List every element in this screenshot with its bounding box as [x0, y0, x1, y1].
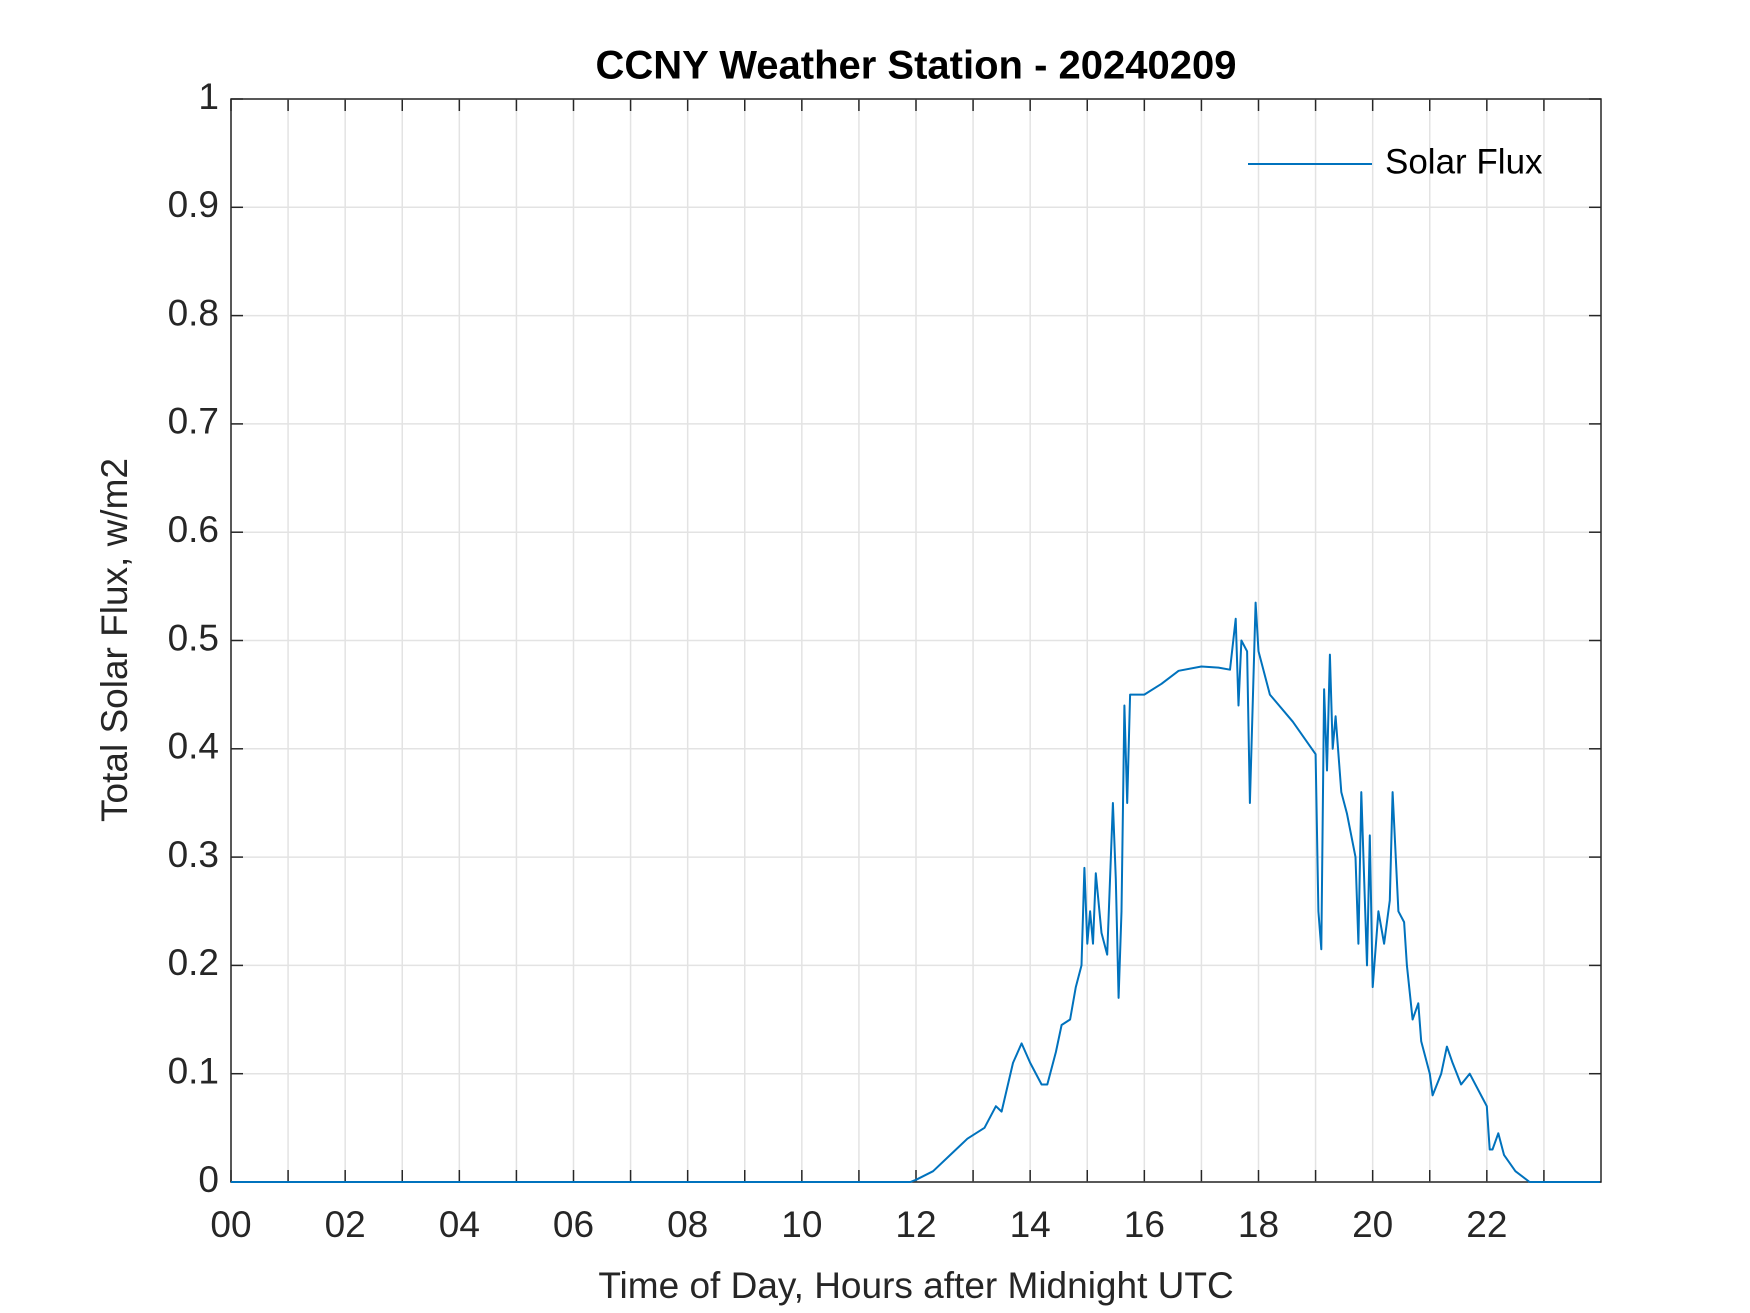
x-tick-label: 12	[895, 1204, 936, 1245]
x-tick-label: 14	[1010, 1204, 1051, 1245]
x-tick-label: 16	[1124, 1204, 1165, 1245]
plot-frame	[230, 98, 1602, 1183]
y-tick-label: 0.2	[168, 942, 219, 983]
y-tick-label: 0	[198, 1159, 219, 1200]
y-tick-label: 0.5	[168, 617, 219, 658]
y-tick-label: 0.9	[168, 184, 219, 225]
chart-title: CCNY Weather Station - 20240209	[596, 44, 1237, 88]
y-tick-label: 0.3	[168, 834, 219, 875]
data-line	[231, 601, 1600, 1183]
x-tick-label: 06	[553, 1204, 594, 1245]
x-tick-label: 20	[1352, 1204, 1393, 1245]
y-tick-label: 0.4	[168, 726, 219, 767]
x-tick-label: 22	[1466, 1204, 1507, 1245]
y-axis-label: Total Solar Flux, w/m2	[94, 458, 135, 822]
y-tick-label: 0.6	[168, 509, 219, 550]
x-tick-label: 00	[210, 1204, 251, 1245]
legend-label: Solar Flux	[1385, 142, 1543, 181]
x-tick-label: 18	[1238, 1204, 1279, 1245]
y-tick-label: 0.7	[168, 401, 219, 442]
x-axis-label: Time of Day, Hours after Midnight UTC	[598, 1265, 1233, 1306]
x-tick-label: 10	[781, 1204, 822, 1245]
y-tick-label: 0.1	[168, 1050, 219, 1091]
y-tick-label: 1	[198, 76, 219, 117]
x-tick-label: 08	[667, 1204, 708, 1245]
x-tick-label: 02	[325, 1204, 366, 1245]
x-tick-label: 04	[439, 1204, 480, 1245]
y-tick-label: 0.8	[168, 292, 219, 333]
